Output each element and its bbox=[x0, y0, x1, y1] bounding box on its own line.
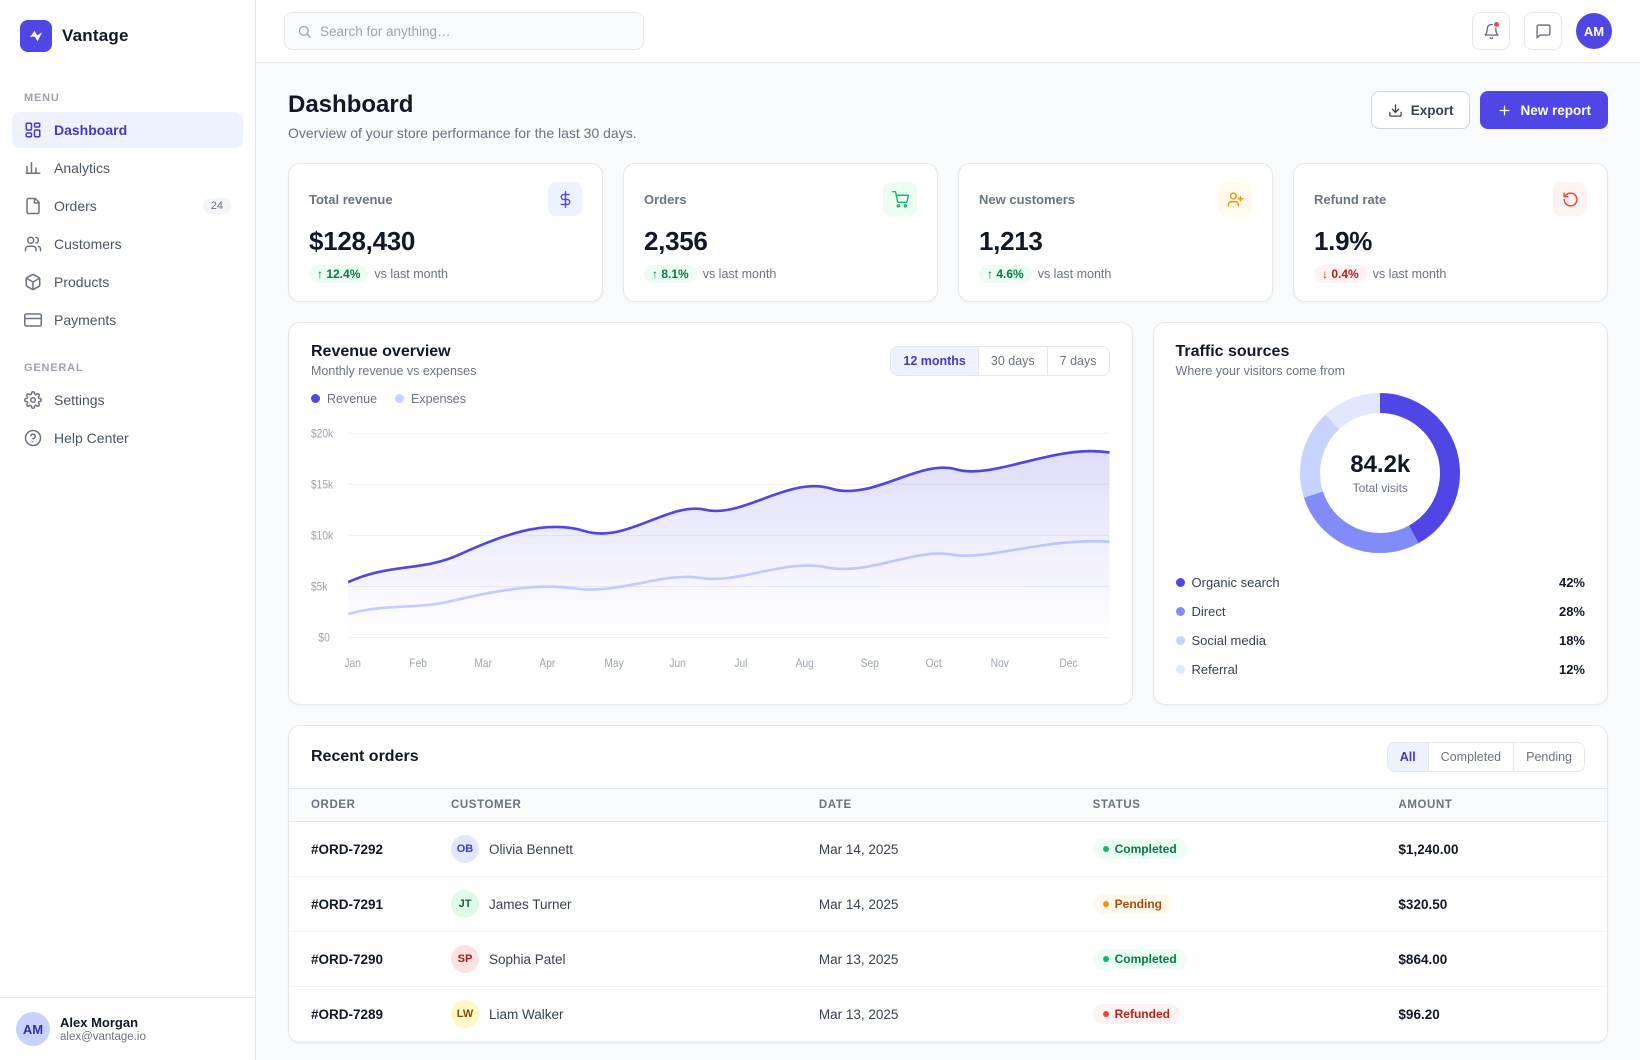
svg-text:Apr: Apr bbox=[539, 658, 555, 671]
svg-text:$0: $0 bbox=[318, 632, 329, 645]
svg-text:$10k: $10k bbox=[311, 530, 334, 543]
svg-text:Mar: Mar bbox=[474, 658, 492, 671]
svg-text:$15k: $15k bbox=[311, 479, 334, 492]
svg-text:Nov: Nov bbox=[991, 658, 1010, 671]
svg-text:Jun: Jun bbox=[669, 658, 685, 671]
svg-text:$20k: $20k bbox=[311, 428, 334, 441]
svg-text:Jan: Jan bbox=[344, 658, 360, 671]
svg-text:Aug: Aug bbox=[796, 658, 814, 671]
svg-text:Jul: Jul bbox=[734, 658, 747, 671]
svg-text:Feb: Feb bbox=[409, 658, 427, 671]
svg-text:$5k: $5k bbox=[311, 581, 328, 594]
svg-text:Oct: Oct bbox=[926, 658, 942, 671]
svg-text:Sep: Sep bbox=[861, 658, 879, 671]
svg-text:May: May bbox=[604, 658, 624, 671]
svg-text:Dec: Dec bbox=[1059, 658, 1078, 671]
